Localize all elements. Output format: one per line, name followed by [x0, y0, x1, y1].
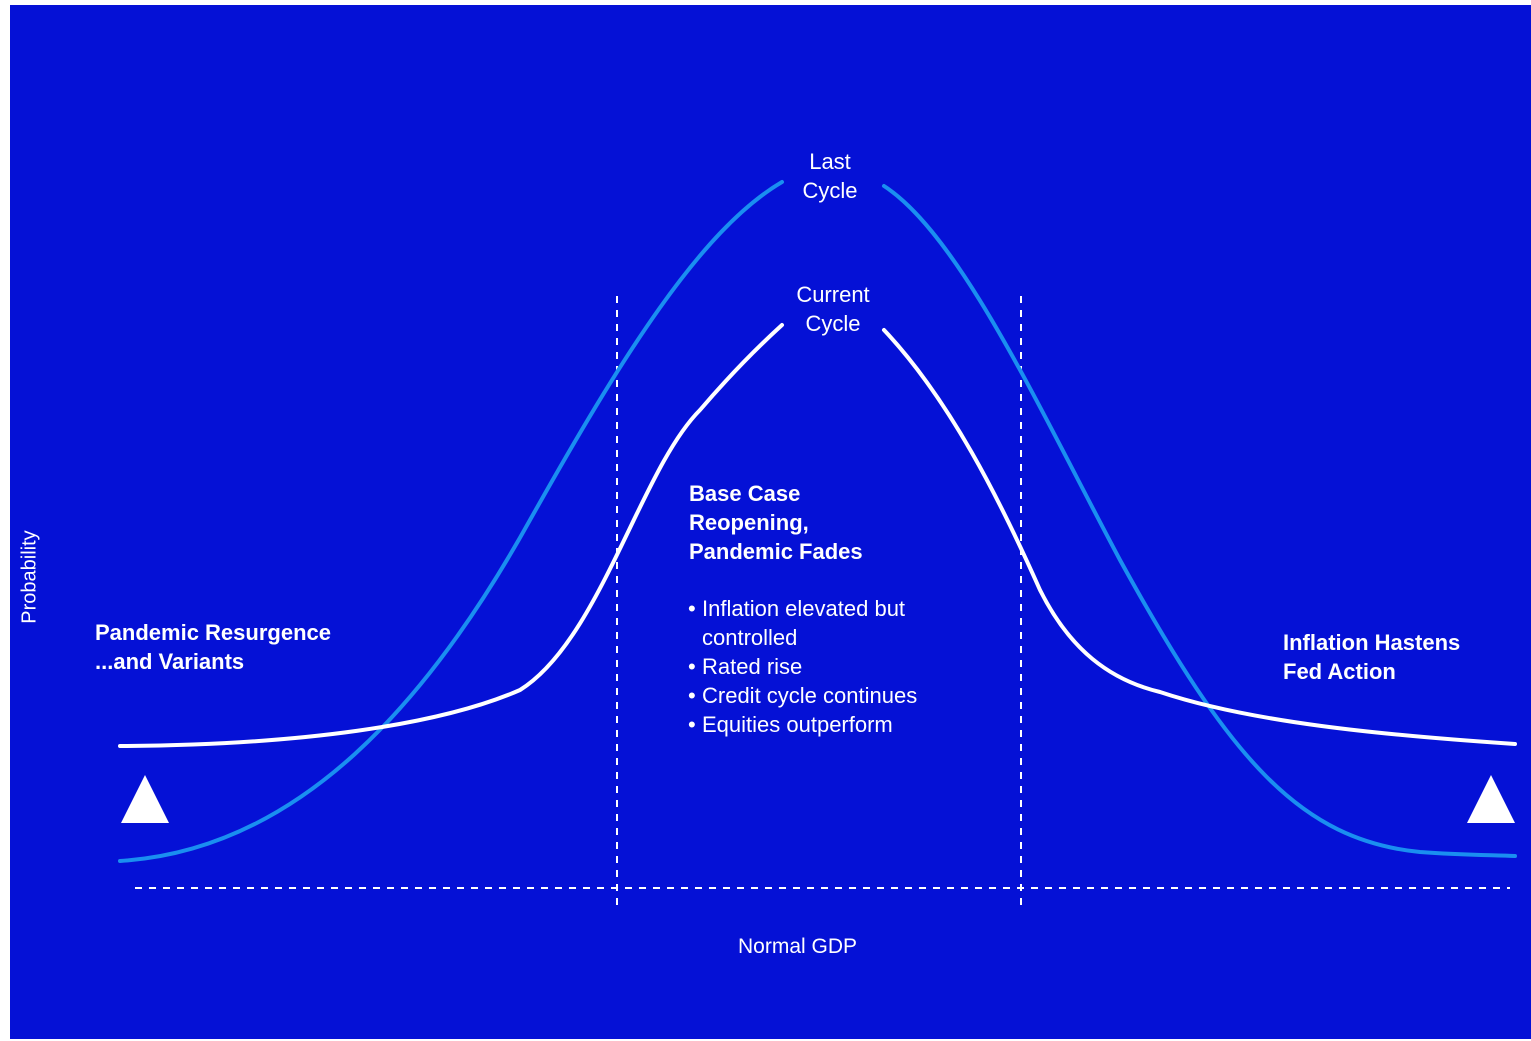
bullet-text-line2: controlled — [702, 625, 798, 650]
current-cycle-curve-right — [882, 328, 1517, 746]
last-cycle-label: Last Cycle — [775, 147, 885, 205]
triangle-up-icon — [1467, 775, 1515, 823]
bullet-dot: • — [688, 712, 696, 737]
bullet-item: • Equities outperform — [688, 710, 917, 739]
bullet-dot: • — [688, 654, 696, 679]
right-scenario-title-line2: Fed Action — [1283, 659, 1396, 684]
bullet-text-line1: Credit cycle continues — [702, 683, 918, 708]
left-scenario-title-line1: Pandemic Resurgence — [95, 620, 331, 645]
bullet-text-line1: Equities outperform — [702, 712, 893, 737]
bullet-item: • Rated rise — [688, 652, 917, 681]
x-axis-label: Normal GDP — [738, 935, 858, 958]
base-scenario-bullets: • Inflation elevated but controlled • Ra… — [688, 594, 917, 739]
current-cycle-label-line2: Cycle — [805, 311, 861, 336]
bullet-text-line1: Inflation elevated but — [702, 596, 906, 621]
current-cycle-label: Current Cycle — [774, 280, 892, 338]
triangle-up-icon — [121, 775, 169, 823]
bullet-item: • Inflation elevated but controlled — [688, 594, 917, 652]
bullet-text-line1: Rated rise — [702, 654, 803, 679]
bullet-item: • Credit cycle continues — [688, 681, 917, 710]
base-scenario-title-line1: Base Case — [689, 481, 801, 506]
last-cycle-curve-right — [882, 184, 1517, 858]
left-scenario-title-line2: ...and Variants — [95, 649, 245, 674]
last-cycle-label-line1: Last — [809, 149, 851, 174]
bullet-dot: • — [688, 683, 696, 708]
right-scenario-title-line1: Inflation Hastens — [1283, 630, 1461, 655]
base-scenario-title-line3: Pandemic Fades — [689, 539, 863, 564]
last-cycle-label-line2: Cycle — [802, 178, 858, 203]
left-scenario-title: Pandemic Resurgence ...and Variants — [95, 618, 331, 676]
current-cycle-curve-left — [118, 323, 784, 748]
base-scenario-title: Base Case Reopening, Pandemic Fades — [689, 479, 863, 566]
diagram-panel — [10, 5, 1531, 1039]
y-axis-label: Probability — [18, 530, 41, 624]
last-cycle-curve-left — [118, 180, 784, 863]
bullet-dot: • — [688, 596, 696, 621]
right-scenario-title: Inflation Hastens Fed Action — [1283, 628, 1460, 686]
current-cycle-label-line1: Current — [796, 282, 870, 307]
base-scenario-title-line2: Reopening, — [689, 510, 809, 535]
